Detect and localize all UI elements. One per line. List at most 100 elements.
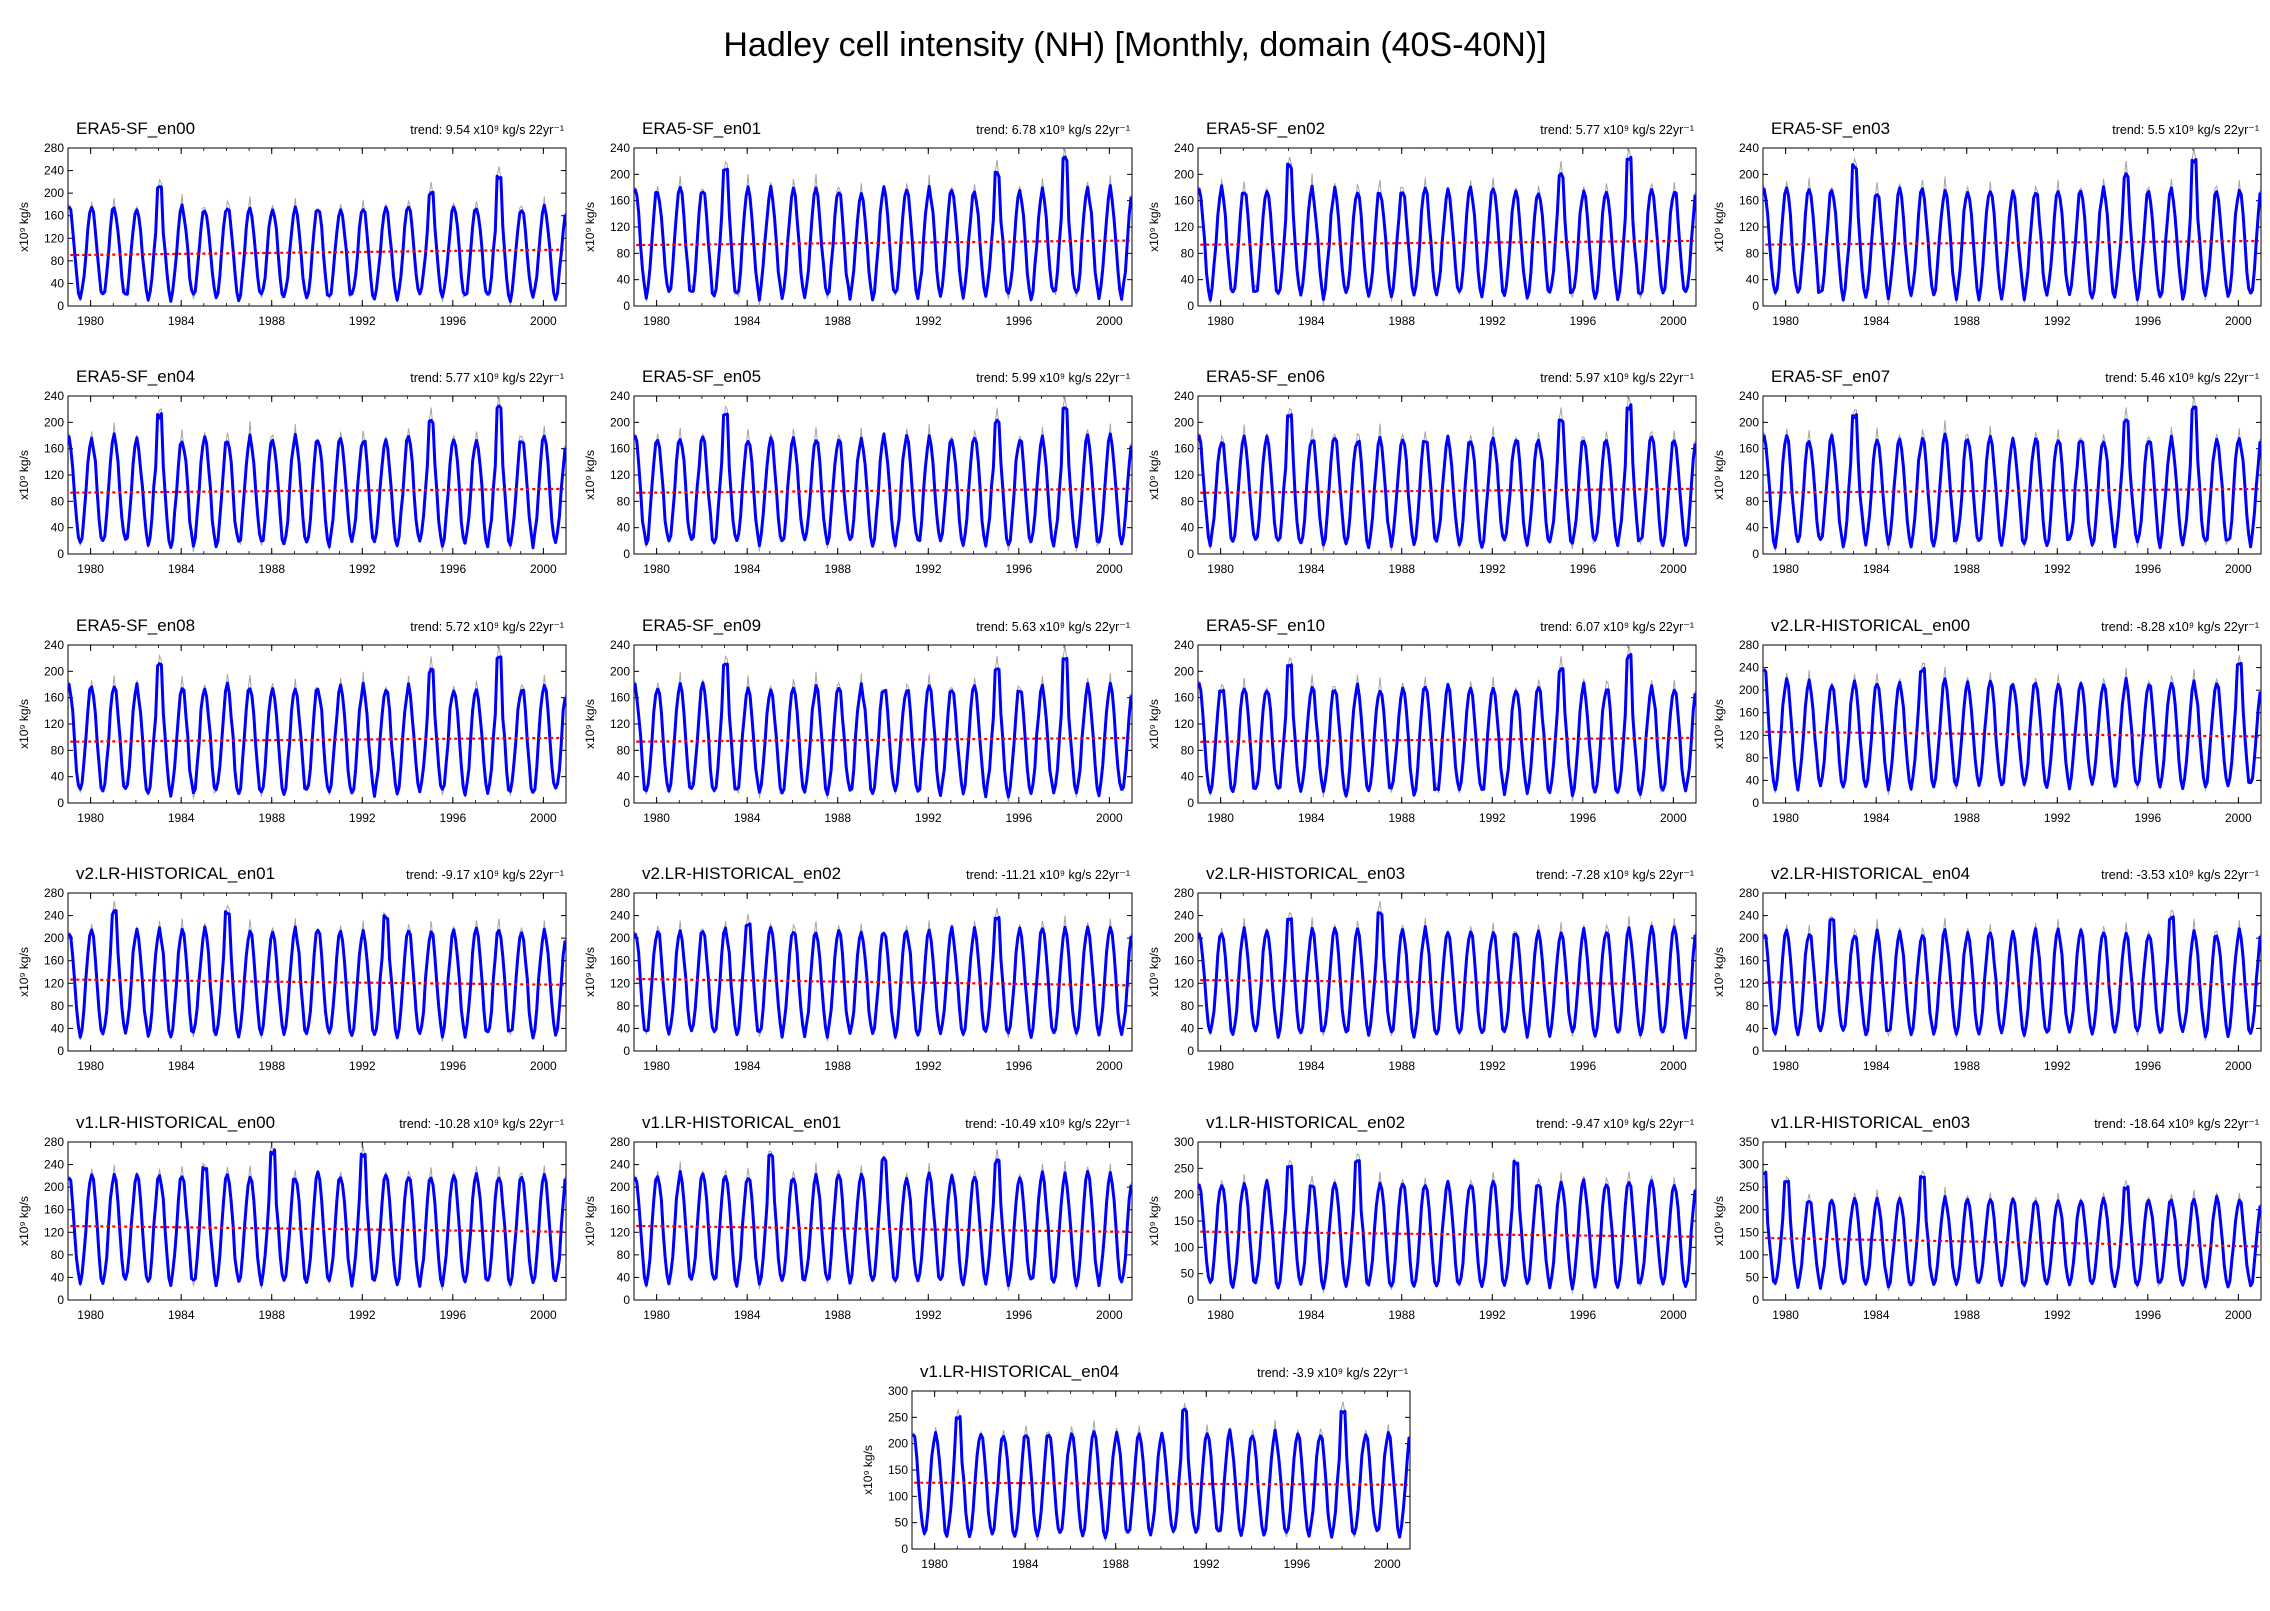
y-tick-label: 240 [1739,389,1759,403]
x-tick-label: 1988 [258,562,285,576]
y-tick-label: 40 [1181,521,1195,535]
panel-era5-sf-en02: ERA5-SF_en02 trend: 5.77 x10⁹ kg/s 22yr⁻¹… [1147,119,1697,328]
y-tick-label: 250 [1739,1180,1759,1194]
y-tick-label: 0 [623,796,630,810]
y-tick-label: 240 [610,909,630,923]
series-line [67,909,567,1040]
y-axis-label: x10⁹ kg/s [583,450,597,500]
y-tick-label: 120 [1739,728,1759,742]
y-tick-label: 80 [617,999,631,1013]
x-tick-label: 1984 [1863,314,1890,328]
x-tick-label: 1992 [1479,811,1506,825]
x-tick-label: 1980 [77,562,104,576]
x-tick-label: 1980 [643,562,670,576]
y-tick-label: 200 [44,1180,64,1194]
series-line [67,174,567,303]
panel-v2-lr-historical-en00: v2.LR-HISTORICAL_en00 trend: -8.28 x10⁹ k… [1712,616,2262,825]
y-tick-label: 120 [1174,468,1194,482]
x-tick-label: 1984 [168,811,195,825]
y-tick-label: 40 [617,770,631,784]
y-tick-label: 280 [44,886,64,900]
trend-label: trend: -18.64 x10⁹ kg/s 22yr⁻¹ [2094,1117,2259,1131]
x-tick-label: 1996 [1005,1308,1032,1322]
y-tick-label: 160 [610,1203,630,1217]
series-line [1197,652,1697,798]
y-tick-label: 200 [1174,167,1194,181]
trend-label: trend: 5.97 x10⁹ kg/s 22yr⁻¹ [1540,371,1694,385]
y-axis-label: x10⁹ kg/s [1712,947,1726,997]
panel-title: ERA5-SF_en03 [1771,119,1890,138]
x-tick-label: 1988 [258,314,285,328]
x-tick-label: 1992 [1479,314,1506,328]
panel-title: ERA5-SF_en01 [642,119,761,138]
series-line [1762,157,2262,302]
panel-title: ERA5-SF_en07 [1771,367,1890,386]
x-tick-label: 1984 [1298,1059,1325,1073]
y-tick-label: 240 [610,1158,630,1172]
y-tick-label: 160 [610,691,630,705]
x-tick-label: 1992 [2044,811,2071,825]
x-tick-label: 2000 [1096,1059,1123,1073]
x-tick-label: 1984 [1863,811,1890,825]
y-axis-label: x10⁹ kg/s [1147,699,1161,749]
y-tick-label: 120 [610,468,630,482]
trend-line [70,736,564,743]
trend-label: trend: -9.47 x10⁹ kg/s 22yr⁻¹ [1536,1117,1694,1131]
y-tick-label: 300 [888,1384,908,1398]
y-tick-label: 120 [610,976,630,990]
y-tick-label: 200 [44,415,64,429]
y-tick-label: 0 [623,1044,630,1058]
y-tick-label: 50 [1746,1270,1760,1284]
x-tick-label: 1988 [1953,1308,1980,1322]
y-axis-label: x10⁹ kg/s [1147,450,1161,500]
trend-line [1200,979,1694,986]
y-tick-label: 240 [44,638,64,652]
y-tick-label: 120 [610,1225,630,1239]
y-tick-label: 240 [44,164,64,178]
x-tick-label: 1980 [1772,562,1799,576]
y-tick-label: 240 [610,141,630,155]
x-tick-label: 1980 [1772,314,1799,328]
panel-v1-lr-historical-en02: v1.LR-HISTORICAL_en02 trend: -9.47 x10⁹ k… [1147,1113,1697,1322]
panel-title: v2.LR-HISTORICAL_en02 [642,864,841,883]
y-tick-label: 200 [44,931,64,945]
x-tick-label: 1992 [1193,1557,1220,1571]
x-tick-label: 1996 [439,1308,466,1322]
y-tick-label: 100 [888,1489,908,1503]
series-line [1762,662,2262,792]
y-tick-label: 160 [1739,442,1759,456]
trend-line [1765,1236,2259,1248]
x-tick-label: 1992 [349,562,376,576]
y-tick-label: 40 [617,1021,631,1035]
x-tick-label: 1996 [1005,811,1032,825]
trend-label: trend: -10.49 x10⁹ kg/s 22yr⁻¹ [965,1117,1130,1131]
y-tick-label: 200 [1174,931,1194,945]
panel-v1-lr-historical-en00: v1.LR-HISTORICAL_en00 trend: -10.28 x10⁹ … [17,1113,567,1322]
panel-title: ERA5-SF_en06 [1206,367,1325,386]
x-tick-label: 2000 [1096,1308,1123,1322]
x-tick-label: 1992 [2044,314,2071,328]
panel-era5-sf-en05: ERA5-SF_en05 trend: 5.99 x10⁹ kg/s 22yr⁻¹… [583,367,1133,576]
x-tick-label: 2000 [530,1059,557,1073]
y-tick-label: 160 [44,1203,64,1217]
y-tick-label: 120 [1739,468,1759,482]
x-tick-label: 1996 [1569,1059,1596,1073]
trend-label: trend: 5.63 x10⁹ kg/s 22yr⁻¹ [976,620,1130,634]
x-tick-label: 1980 [1772,1308,1799,1322]
y-tick-label: 240 [44,909,64,923]
x-tick-label: 1996 [2134,1308,2161,1322]
x-tick-label: 1996 [1005,314,1032,328]
x-tick-label: 1996 [439,562,466,576]
y-tick-label: 100 [1739,1248,1759,1262]
y-axis-label: x10⁹ kg/s [583,699,597,749]
y-tick-label: 240 [1174,141,1194,155]
x-tick-label: 1988 [1953,562,1980,576]
y-tick-label: 200 [1739,683,1759,697]
y-tick-label: 80 [51,254,65,268]
y-axis-label: x10⁹ kg/s [17,450,31,500]
x-tick-label: 1996 [439,1059,466,1073]
y-tick-label: 80 [1181,999,1195,1013]
x-tick-label: 1980 [1207,314,1234,328]
panel-title: v1.LR-HISTORICAL_en00 [76,1113,275,1132]
x-tick-label: 1992 [915,1308,942,1322]
